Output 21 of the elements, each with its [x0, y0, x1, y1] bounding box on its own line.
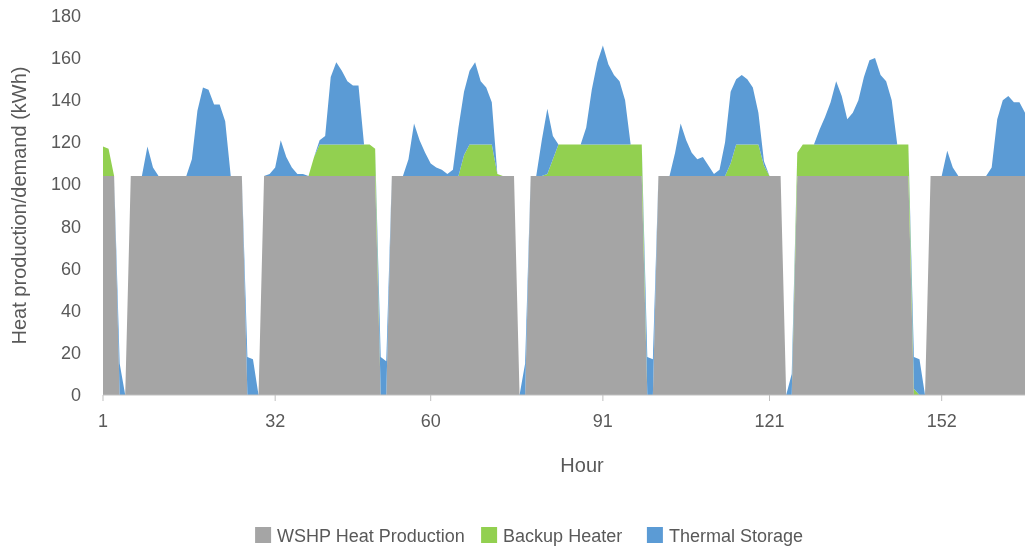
x-tick-label: 1 — [97, 411, 109, 431]
y-tick-label: 40 — [60, 300, 81, 321]
y-tick-label: 20 — [60, 342, 81, 363]
y-tick-label: 180 — [50, 6, 81, 26]
legend-label: Thermal Storage — [668, 526, 803, 546]
y-tick-label: 100 — [50, 174, 81, 195]
y-axis-title: Heat production/demand (kWh) — [8, 66, 30, 345]
y-tick-label: 80 — [60, 216, 81, 237]
y-tick-label: 60 — [60, 258, 81, 279]
x-tick-label: 60 — [420, 411, 441, 431]
y-tick-label: 0 — [70, 385, 81, 405]
x-tick-label: 121 — [754, 411, 785, 431]
x-tick-label: 91 — [592, 411, 613, 431]
y-tick-label: 160 — [50, 48, 81, 69]
x-tick-label: 32 — [265, 411, 286, 431]
legend-label: WSHP Heat Production — [277, 526, 465, 546]
y-tick-label: 120 — [50, 132, 81, 153]
legend-label: Backup Heater — [503, 526, 623, 546]
y-tick-label: 140 — [50, 90, 81, 111]
x-axis-title: Hour — [560, 454, 605, 476]
x-tick-label: 152 — [926, 411, 957, 431]
